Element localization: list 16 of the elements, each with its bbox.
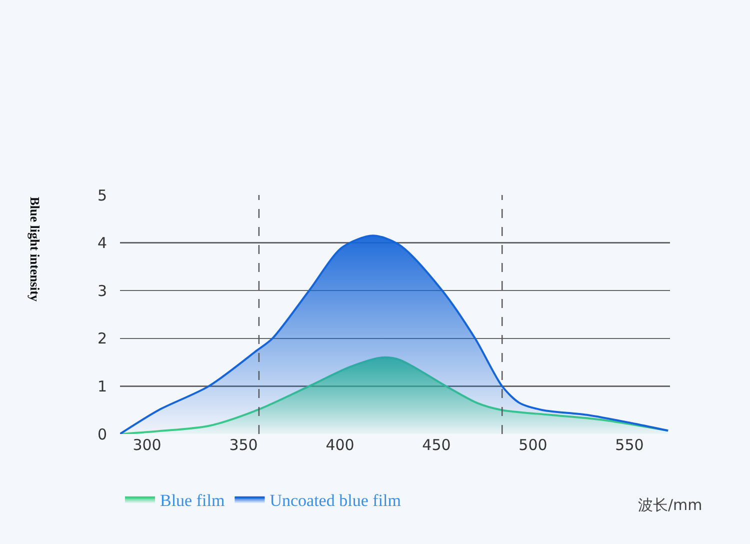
y-tick-label: 0	[97, 425, 107, 444]
y-tick-label: 1	[97, 377, 107, 396]
x-axis-title: 波长/mm	[638, 496, 702, 514]
y-tick-label: 4	[97, 234, 107, 252]
x-tick-label: 500	[518, 436, 548, 454]
x-tick-label: 550	[615, 436, 644, 454]
x-tick-label: 400	[326, 436, 354, 454]
y-tick-label: 2	[97, 330, 107, 348]
y-axis-title: Blue light intensity	[27, 196, 42, 302]
x-tick-label: 450	[422, 436, 451, 454]
legend-label: Blue film	[160, 490, 225, 510]
x-tick-label: 300	[132, 436, 162, 454]
y-tick-label: 5	[97, 186, 107, 204]
x-tick-label: 350	[229, 436, 258, 454]
y-tick-label: 3	[97, 282, 107, 300]
legend-label: Uncoated blue film	[270, 490, 401, 510]
